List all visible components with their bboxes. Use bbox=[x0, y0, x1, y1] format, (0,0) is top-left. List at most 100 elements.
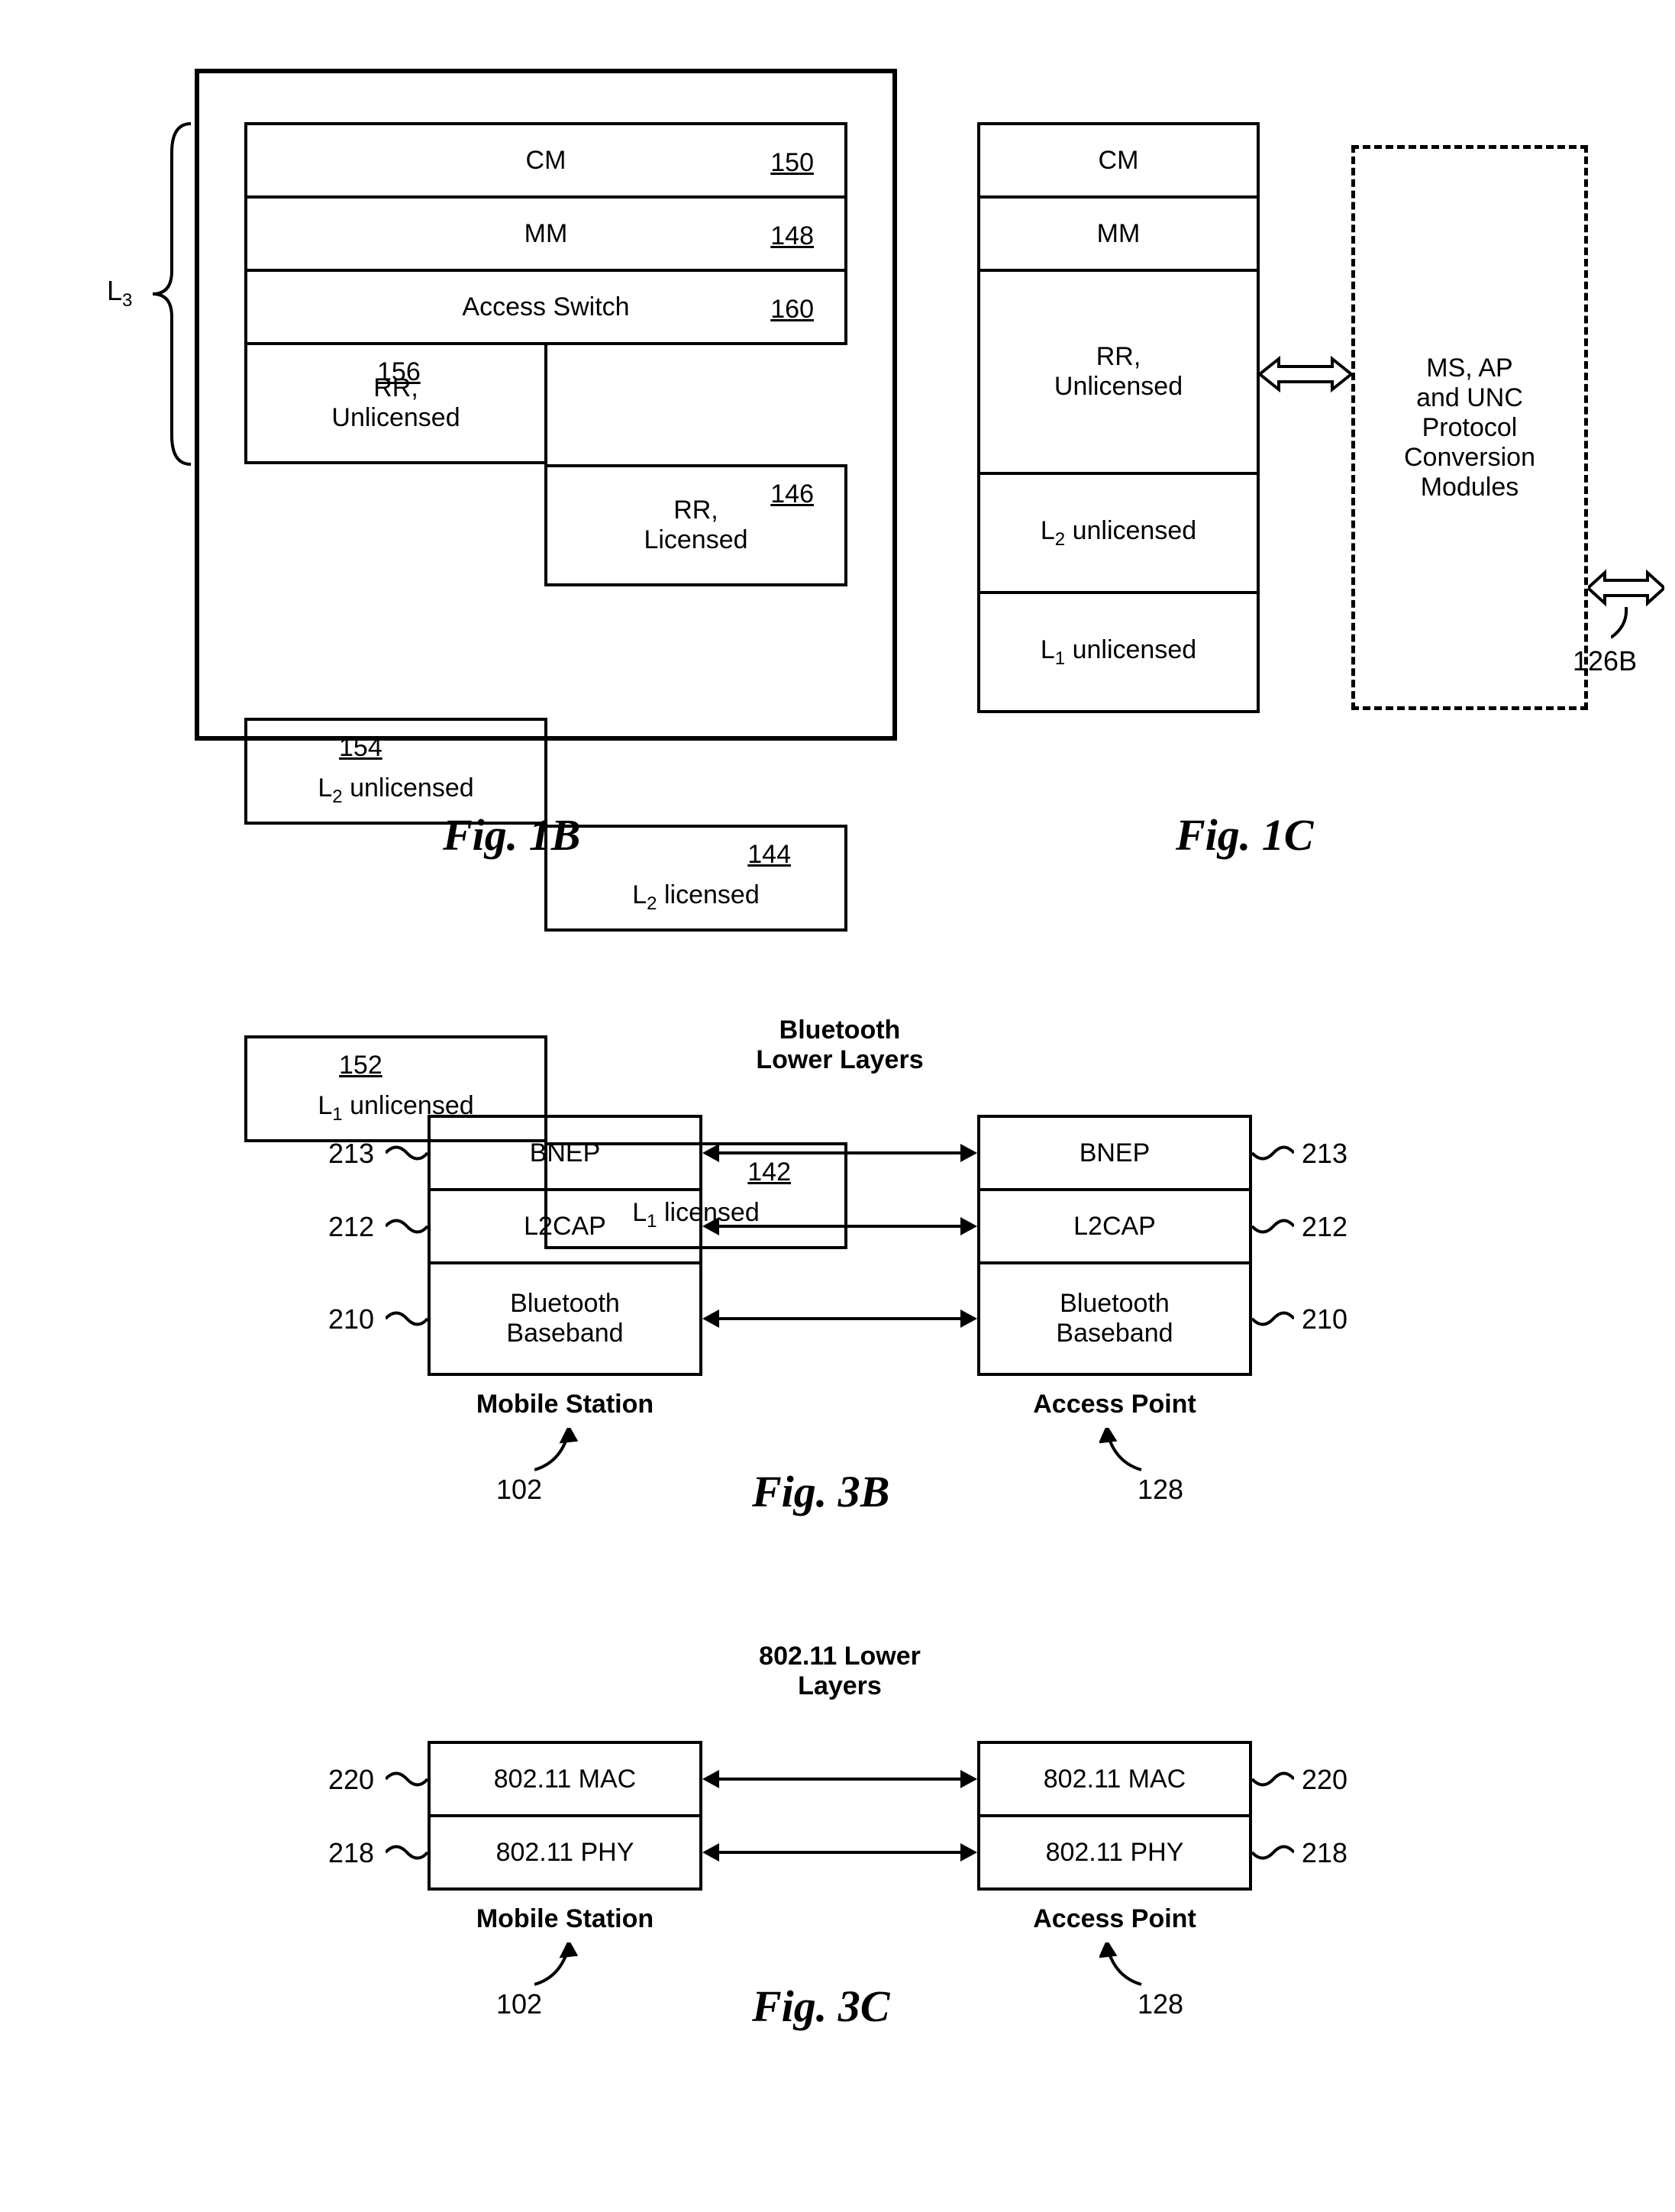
fig1b-mm-cell: MM 148 bbox=[244, 195, 847, 272]
fig3b-title: Bluetooth Lower Layers bbox=[725, 1016, 954, 1075]
fig3b-ap-t2 bbox=[1252, 1215, 1294, 1238]
fig1c-conv-text: MS, AP and UNC Protocol Conversion Modul… bbox=[1404, 354, 1535, 502]
fig3c-ap-ref-218: 218 bbox=[1302, 1837, 1347, 1869]
fig1c-126b-callout bbox=[1611, 607, 1649, 645]
fig3b-ap-bb: Bluetooth Baseband bbox=[977, 1261, 1252, 1376]
fig3b-ap-ref: 128 bbox=[1138, 1474, 1183, 1506]
fig3c-ap-t2 bbox=[1252, 1841, 1294, 1864]
fig3c-ms-t1 bbox=[386, 1768, 428, 1791]
fig3b-ms-ref-212: 212 bbox=[328, 1211, 374, 1243]
fig1b-l2-unl-ref: 154 bbox=[339, 733, 382, 763]
fig1c-cm-cell: CM bbox=[977, 122, 1260, 199]
fig1b-acc-cell: Access Switch 160 bbox=[244, 269, 847, 345]
fig3c-ms-phy-label: 802.11 PHY bbox=[496, 1838, 634, 1868]
fig1c-l1-cell: L1 unlicensed bbox=[977, 591, 1260, 713]
fig3b-ap-ref-210: 210 bbox=[1302, 1303, 1347, 1335]
fig1b-rr-lic-label: RR, Licensed bbox=[644, 496, 747, 555]
fig3c-ms-ref-220: 220 bbox=[328, 1764, 374, 1796]
fig3c-ap-ref-220: 220 bbox=[1302, 1764, 1347, 1796]
fig3b-ap-bnep-label: BNEP bbox=[1080, 1138, 1151, 1168]
fig3b-ms-ref-210: 210 bbox=[328, 1303, 374, 1335]
fig3b-ms-arrow bbox=[534, 1428, 580, 1474]
fig3c-ms-ref: 102 bbox=[496, 1988, 542, 2020]
fig3b-ap-label: Access Point bbox=[1015, 1390, 1214, 1419]
fig3c-ms-t2 bbox=[386, 1841, 428, 1864]
fig1c-mm-cell: MM bbox=[977, 195, 1260, 272]
fig3b-ms-bb-label: Bluetooth Baseband bbox=[506, 1289, 623, 1348]
fig3b-ms-ref-213: 213 bbox=[328, 1138, 374, 1170]
fig3c-ap-ref: 128 bbox=[1138, 1988, 1183, 2020]
fig1c-rr-label: RR, Unlicensed bbox=[1054, 342, 1183, 402]
fig3b-ap-ref-212: 212 bbox=[1302, 1211, 1347, 1243]
fig1b-cm-cell: CM 150 bbox=[244, 122, 847, 199]
fig3b-ms-t1 bbox=[386, 1142, 428, 1164]
fig3b-ms-l2cap: L2CAP bbox=[428, 1188, 702, 1264]
fig1c-rr-cell: RR, Unlicensed bbox=[977, 269, 1260, 475]
fig3b-ap-arrow bbox=[1099, 1428, 1145, 1474]
fig3c-ms-label: Mobile Station bbox=[458, 1904, 672, 1934]
fig1b-l1-unl-ref: 152 bbox=[339, 1051, 382, 1080]
fig3b-ms-t3 bbox=[386, 1307, 428, 1330]
fig3c-ap-mac: 802.11 MAC bbox=[977, 1741, 1252, 1817]
fig1b-rr-lic-cell: RR, Licensed 146 bbox=[544, 464, 847, 586]
fig1b-mm-label: MM bbox=[524, 219, 568, 249]
fig1c-arrow-left bbox=[1260, 351, 1351, 397]
fig3c-arrow-1 bbox=[702, 1764, 977, 1794]
fig1c-l1-label: L1 unlicensed bbox=[1041, 635, 1196, 670]
fig3b-ms-bnep-label: BNEP bbox=[530, 1138, 601, 1168]
fig1b-acc-ref: 160 bbox=[770, 295, 814, 325]
fig1c-l2-cell: L2 unlicensed bbox=[977, 472, 1260, 594]
fig1b-l2-lic-ref: 144 bbox=[747, 840, 791, 870]
fig3c-ap-t1 bbox=[1252, 1768, 1294, 1791]
fig1b-rr-unl-ref: 156 bbox=[377, 357, 421, 387]
fig1b-caption: Fig. 1B bbox=[443, 809, 581, 861]
fig3c-ms-mac: 802.11 MAC bbox=[428, 1741, 702, 1817]
fig3b-arrow-1 bbox=[702, 1138, 977, 1168]
fig3b-ms-label: Mobile Station bbox=[458, 1390, 672, 1419]
fig1b-cm-label: CM bbox=[526, 146, 566, 176]
fig3b-ap-l2cap: L2CAP bbox=[977, 1188, 1252, 1264]
fig3b-ap-l2cap-label: L2CAP bbox=[1073, 1212, 1156, 1242]
fig3b-caption: Fig. 3B bbox=[752, 1466, 890, 1517]
fig1b-acc-label: Access Switch bbox=[462, 292, 629, 322]
fig1b-rr-unl-cell: RR, Unlicensed 156 bbox=[244, 342, 547, 464]
fig1c-conv-box: MS, AP and UNC Protocol Conversion Modul… bbox=[1351, 145, 1588, 710]
fig1b-l3-label: L3 bbox=[107, 275, 132, 312]
fig1c-l2-label: L2 unlicensed bbox=[1041, 516, 1196, 551]
fig3c-ap-mac-label: 802.11 MAC bbox=[1044, 1765, 1186, 1794]
fig3c-ap-arrow bbox=[1099, 1942, 1145, 1988]
fig1b-l2-lic-label: L2 licensed bbox=[632, 880, 759, 915]
fig1b-mm-ref: 148 bbox=[770, 221, 814, 251]
fig3c-ap-phy-label: 802.11 PHY bbox=[1046, 1838, 1184, 1868]
fig3b-ms-bb: Bluetooth Baseband bbox=[428, 1261, 702, 1376]
fig1c-mm-label: MM bbox=[1097, 219, 1141, 249]
fig3b-ap-t3 bbox=[1252, 1307, 1294, 1330]
fig1b-l2-unl-label: L2 unlicensed bbox=[318, 773, 473, 808]
fig3b-ap-bb-label: Bluetooth Baseband bbox=[1056, 1289, 1173, 1348]
fig3b-ap-t1 bbox=[1252, 1142, 1294, 1164]
fig3b-ms-ref: 102 bbox=[496, 1474, 542, 1506]
fig1c-arrow-right bbox=[1588, 565, 1664, 611]
fig1b-cm-ref: 150 bbox=[770, 148, 814, 178]
fig3b-ap-bnep: BNEP bbox=[977, 1115, 1252, 1191]
fig3c-arrow-2 bbox=[702, 1837, 977, 1868]
fig3c-ms-ref-218: 218 bbox=[328, 1837, 374, 1869]
fig1b-rr-lic-ref: 146 bbox=[770, 480, 814, 509]
fig1b-l2-lic-cell: L2 licensed 144 bbox=[544, 825, 847, 932]
fig3b-arrow-2 bbox=[702, 1211, 977, 1242]
fig3c-caption: Fig. 3C bbox=[752, 1981, 890, 2032]
fig3c-ms-phy: 802.11 PHY bbox=[428, 1814, 702, 1891]
fig3c-ap-phy: 802.11 PHY bbox=[977, 1814, 1252, 1891]
fig3b-arrow-3 bbox=[702, 1303, 977, 1334]
fig3c-ms-arrow bbox=[534, 1942, 580, 1988]
fig3c-ms-mac-label: 802.11 MAC bbox=[494, 1765, 636, 1794]
fig1c-caption: Fig. 1C bbox=[1176, 809, 1314, 861]
fig3b-ms-bnep: BNEP bbox=[428, 1115, 702, 1191]
fig1c-cm-label: CM bbox=[1099, 146, 1139, 176]
fig1b-l3-brace bbox=[149, 122, 195, 466]
fig3b-ms-l2cap-label: L2CAP bbox=[524, 1212, 606, 1242]
fig3b-ap-ref-213: 213 bbox=[1302, 1138, 1347, 1170]
fig1c-126b-ref: 126B bbox=[1573, 645, 1637, 677]
fig3c-title: 802.11 Lower Layers bbox=[733, 1642, 947, 1701]
fig1b-l2-unl-cell: L2 unlicensed 154 bbox=[244, 718, 547, 825]
